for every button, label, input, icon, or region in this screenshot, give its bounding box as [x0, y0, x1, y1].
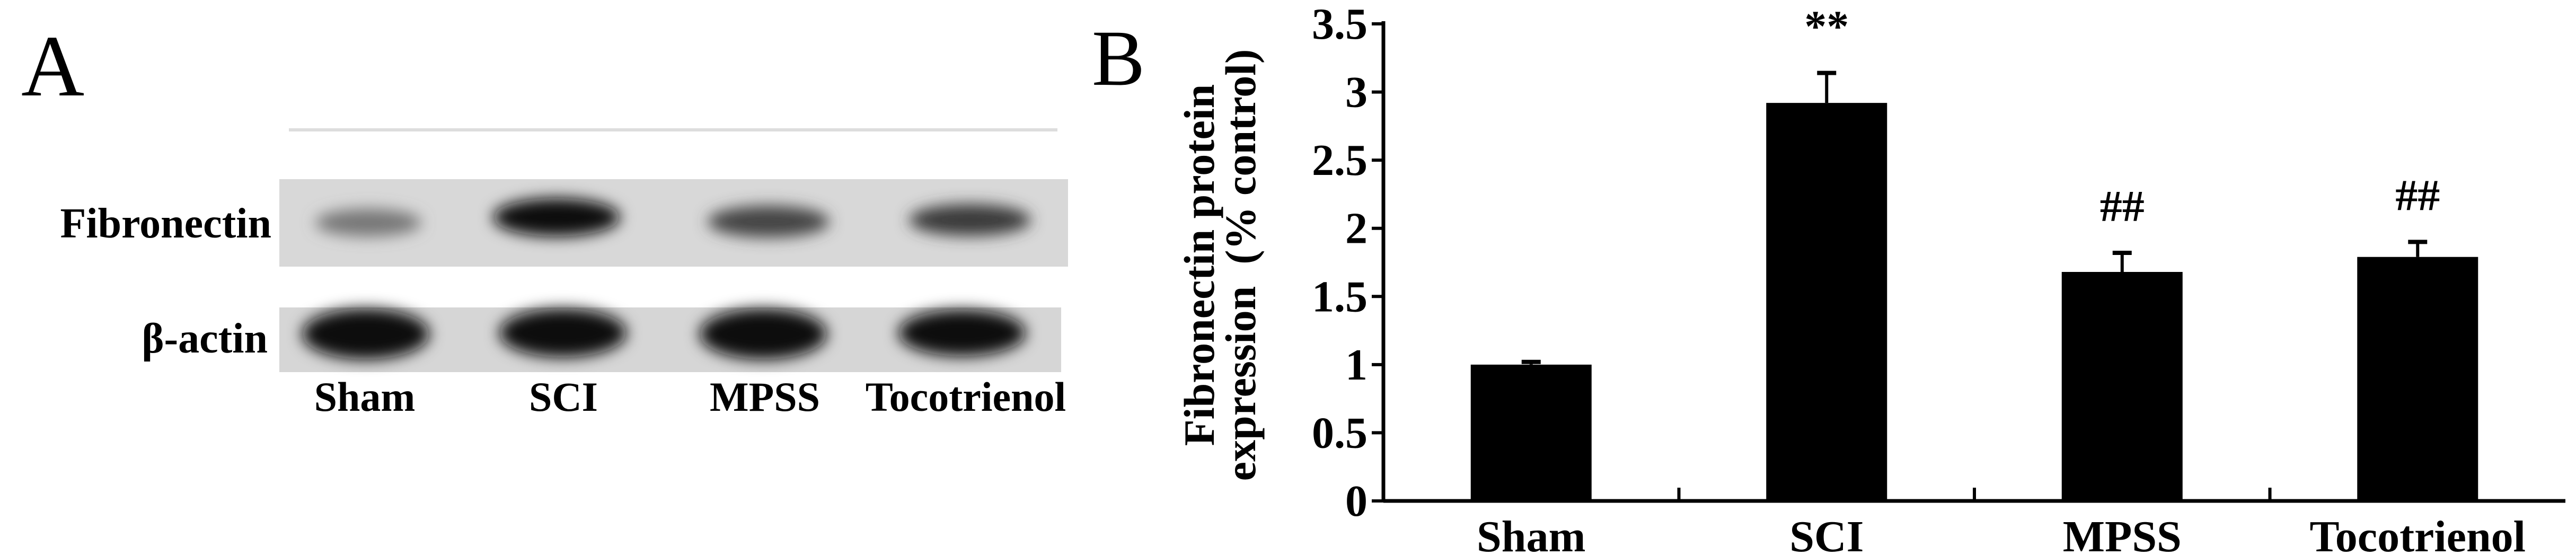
y-tick-label: 1.5 — [1312, 272, 1368, 321]
fibronectin-band-sci — [493, 198, 620, 236]
bar-mpss — [2061, 272, 2183, 501]
fibronectin-band-sham — [315, 209, 421, 236]
bar-tocotrienol — [2357, 257, 2478, 501]
fibronectin-band-mpss — [708, 206, 830, 237]
y-tick-label: 3 — [1345, 68, 1368, 117]
y-axis-label-line2: expression (% control) — [1216, 49, 1265, 481]
actin-band-sci — [499, 309, 627, 357]
y-tick-label: 2 — [1345, 204, 1368, 253]
actin-band-tocotrienol — [898, 310, 1026, 356]
panel-a-label: A — [21, 17, 84, 114]
x-tick-label-mpss: MPSS — [2063, 512, 2182, 555]
significance-marker: ## — [2100, 182, 2145, 231]
y-tick-label: 1 — [1345, 340, 1368, 390]
bar-sci — [1766, 103, 1887, 501]
lane-label-mpss: MPSS — [710, 374, 820, 420]
row-label-fibronectin: Fibronectin — [60, 200, 271, 247]
lane-label-sci: SCI — [529, 374, 598, 420]
panel-b-label: B — [1092, 14, 1145, 102]
y-tick-label: 2.5 — [1312, 136, 1368, 185]
x-tick-label-sham: Sham — [1477, 512, 1585, 555]
western-blot — [279, 128, 1068, 372]
y-tick-label: 0.5 — [1312, 408, 1368, 457]
bar-sham — [1470, 364, 1592, 501]
x-tick-label-sci: SCI — [1789, 512, 1864, 555]
significance-marker: ## — [2395, 171, 2440, 220]
lane-label-tocotrienol: Tocotrienol — [866, 374, 1066, 420]
row-label-actin: β-actin — [142, 315, 268, 362]
actin-band-sham — [302, 309, 429, 359]
lane-label-sham: Sham — [314, 374, 416, 420]
x-tick-label-tocotrienol: Tocotrienol — [2309, 512, 2526, 555]
fibronectin-band-tocotrienol — [909, 204, 1031, 236]
actin-band-mpss — [700, 309, 827, 359]
significance-marker: ** — [1804, 2, 1849, 51]
bar-chart: 0 0.5 1 1.5 2 2.5 3 3.5 Sham SCI ** MPSS ## Tocotrien… — [1312, 0, 2565, 555]
y-tick-label: 3.5 — [1312, 0, 1368, 49]
y-tick-label: 0 — [1345, 477, 1368, 526]
y-axis-label-line1: Fibronectin protein — [1175, 84, 1223, 446]
